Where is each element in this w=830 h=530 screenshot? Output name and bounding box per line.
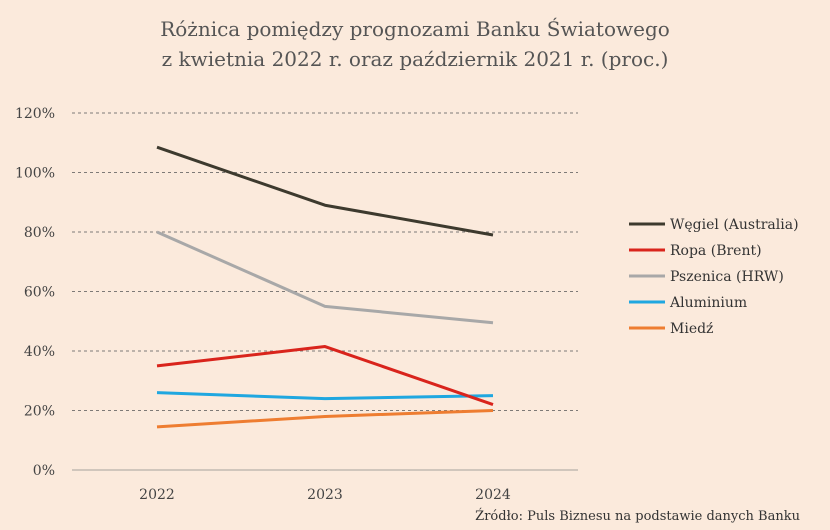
y-tick-label: 0% (33, 463, 55, 479)
legend-label: Aluminium (669, 295, 747, 311)
x-tick-label: 2022 (139, 487, 175, 503)
y-tick-label: 60% (24, 285, 55, 301)
y-tick-label: 100% (15, 166, 55, 182)
y-tick-label: 80% (24, 225, 55, 241)
legend-label: Węgiel (Australia) (670, 217, 799, 233)
gridlines (72, 112, 578, 471)
legend-label: Ropa (Brent) (670, 243, 762, 259)
y-tick-label: 120% (15, 106, 55, 122)
chart-title-line1: Różnica pomiędzy prognozami Banku Świato… (160, 17, 670, 41)
series-line (156, 409, 494, 429)
x-axis-ticks: 2022 2023 2024 (139, 487, 511, 503)
legend-label: Miedź (670, 321, 713, 337)
y-tick-label: 40% (24, 344, 55, 360)
y-tick-label: 20% (24, 404, 55, 420)
series-line (156, 230, 494, 325)
chart-title: Różnica pomiędzy prognozami Banku Świato… (0, 14, 830, 74)
legend: Węgiel (Australia) Ropa (Brent) Pszenica (… (629, 217, 799, 337)
series-line (156, 145, 494, 237)
series-line (156, 345, 494, 406)
series-line (156, 391, 494, 401)
series-lines (156, 145, 494, 429)
legend-label: Pszenica (HRW) (670, 269, 784, 285)
y-axis-ticks: 0% 20% 40% 60% 80% 100% 120% (15, 106, 55, 479)
x-tick-label: 2024 (475, 487, 511, 503)
x-tick-label: 2023 (307, 487, 343, 503)
chart-subtitle: z kwietnia 2022 r. oraz październik 2021… (161, 47, 669, 71)
source-note: Źródło: Puls Biznesu na podstawie danych… (475, 509, 800, 524)
